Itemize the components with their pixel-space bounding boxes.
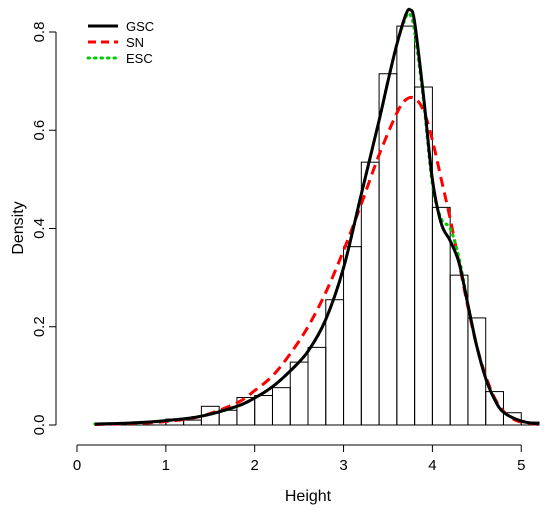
axes: 0 1 2 3 4 5 0.0 0.2 0.4 0.6 0.8 [31, 22, 525, 474]
series-line-sn [94, 95, 540, 427]
x-tick-label: 2 [251, 457, 259, 474]
histogram-bar [254, 395, 273, 426]
histogram-bar [289, 361, 309, 426]
density-curves [93, 7, 541, 427]
histogram-bar [378, 73, 398, 426]
histogram-bar [431, 206, 451, 426]
x-tick-label: 1 [162, 457, 170, 474]
histogram-bar [396, 25, 416, 426]
histogram-bar [325, 299, 345, 426]
legend-label-esc: ESC [126, 51, 153, 66]
x-tick-label: 4 [428, 457, 436, 474]
histogram-bar [183, 419, 202, 426]
y-tick-label: 0.2 [31, 316, 48, 337]
histogram-bar [343, 246, 362, 426]
series-line-gsc [94, 7, 540, 426]
y-tick-label: 0.6 [31, 120, 48, 141]
histogram-bar [502, 412, 522, 426]
legend-label-gsc: GSC [126, 19, 154, 34]
y-tick-label: 0.0 [31, 415, 48, 436]
x-axis-title: Height [285, 488, 332, 505]
histogram-bar [485, 391, 504, 426]
y-axis-title: Density [10, 201, 27, 254]
y-tick-label: 0.8 [31, 22, 48, 43]
histogram-bars [94, 25, 540, 426]
x-tick-label: 3 [339, 457, 347, 474]
histogram-bar [414, 86, 433, 426]
histogram-bar [360, 161, 380, 426]
legend-label-sn: SN [126, 35, 144, 50]
series-line-esc [93, 11, 541, 426]
histogram-bar [307, 346, 327, 426]
y-tick-label: 0.4 [31, 218, 48, 239]
x-tick-label: 5 [517, 457, 525, 474]
x-tick-label: 0 [73, 457, 81, 474]
histogram-bar [271, 387, 291, 426]
